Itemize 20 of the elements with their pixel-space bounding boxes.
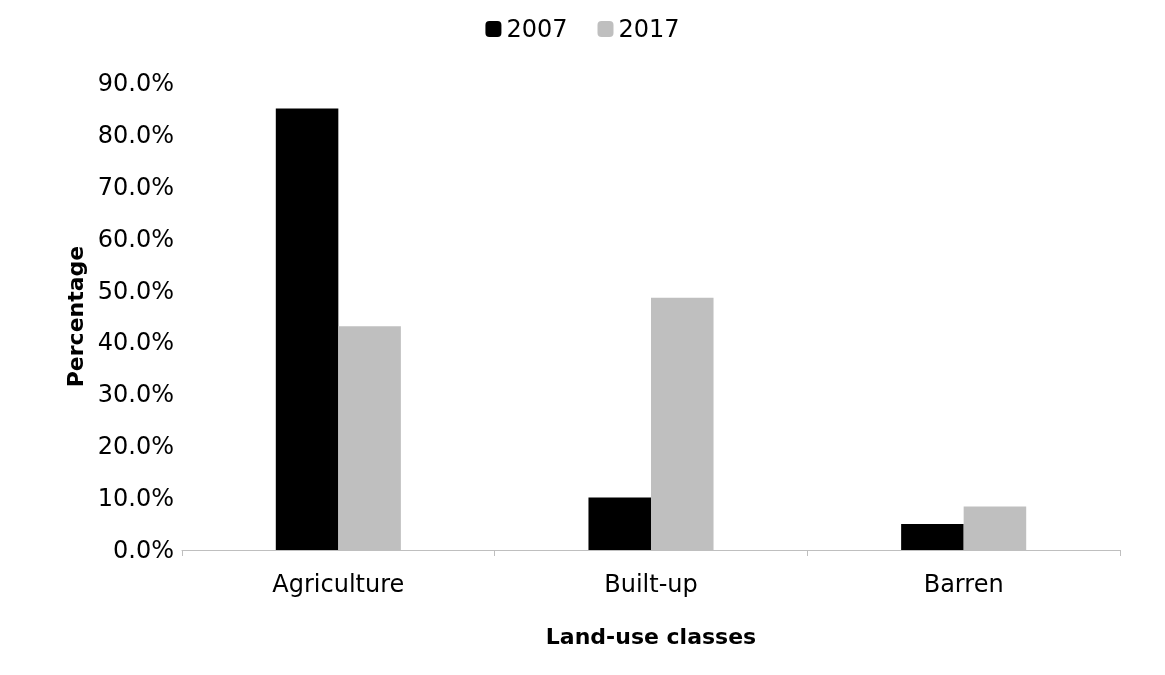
y-axis-title: Percentage bbox=[63, 245, 89, 388]
y-tick-label: 0.0% bbox=[113, 536, 174, 564]
x-tick-label: Agriculture bbox=[272, 570, 405, 598]
y-tick-label: 80.0% bbox=[97, 120, 174, 149]
y-tick-label: 20.0% bbox=[97, 432, 174, 461]
x-tick-label: Built-up bbox=[604, 570, 698, 598]
y-tick-label: 50.0% bbox=[97, 276, 174, 305]
legend-label: 2007 bbox=[506, 15, 568, 43]
bar bbox=[275, 108, 339, 550]
bar bbox=[901, 524, 964, 550]
y-tick-label: 70.0% bbox=[97, 172, 174, 201]
x-axis-title: Land-use classes bbox=[545, 623, 757, 649]
legend-label: 2017 bbox=[618, 15, 680, 43]
y-tick-label: 60.0% bbox=[97, 224, 174, 253]
y-tick-label: 40.0% bbox=[97, 328, 174, 357]
y-tick-label: 30.0% bbox=[97, 380, 174, 409]
y-tick-label: 90.0% bbox=[97, 69, 174, 97]
bar bbox=[588, 497, 651, 550]
y-tick-label: 10.0% bbox=[97, 484, 174, 513]
x-tick-label: Barren bbox=[923, 570, 1004, 598]
